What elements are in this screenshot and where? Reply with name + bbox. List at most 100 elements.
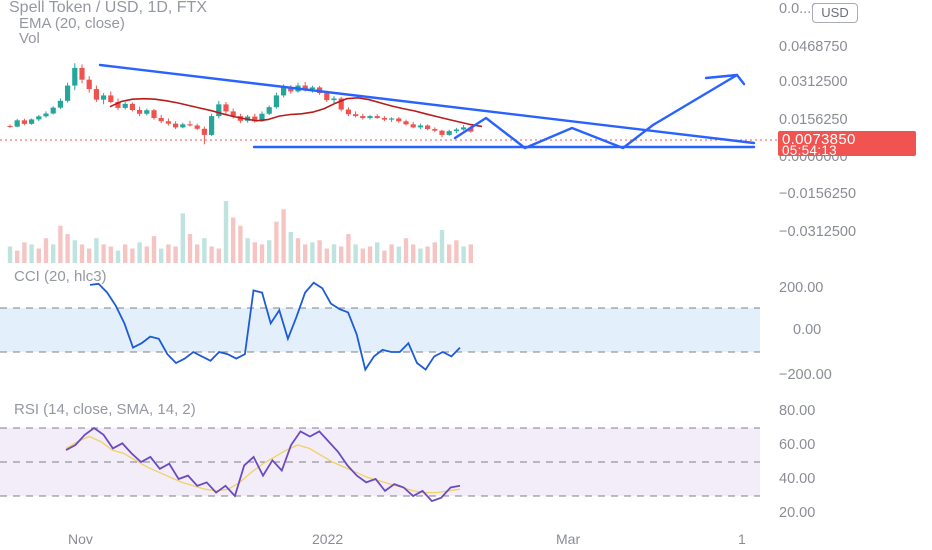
volume-bar <box>22 242 27 263</box>
candle-body <box>216 104 222 117</box>
candle-body <box>223 104 229 112</box>
volume-bar <box>166 244 171 263</box>
candle-body <box>165 121 171 124</box>
candle-body <box>403 121 409 125</box>
projection-path[interactable] <box>453 73 739 150</box>
currency-button[interactable]: USD <box>812 3 858 23</box>
volume-bar <box>231 217 236 263</box>
candle-body <box>144 110 150 114</box>
volume-bar <box>245 238 250 263</box>
candle-body <box>453 129 459 132</box>
cci-tick: 200.00 <box>779 280 823 296</box>
volume-bar <box>51 244 56 263</box>
candle-body <box>57 100 63 108</box>
volume-bar <box>425 246 430 263</box>
candle-body <box>281 87 287 96</box>
volume-bar <box>209 246 214 263</box>
candle-body <box>425 125 431 130</box>
volume-bar <box>108 246 113 263</box>
volume-bar <box>173 246 178 263</box>
rsi-sma-line <box>65 435 461 494</box>
volume-bar <box>339 246 344 263</box>
volume-bar <box>389 244 394 263</box>
rsi-tick: 40.00 <box>779 471 815 487</box>
projection-arrowhead[interactable] <box>704 73 746 86</box>
volume-legend[interactable]: Vol <box>19 30 40 47</box>
candle-body <box>252 116 258 122</box>
cci-legend[interactable]: CCI (20, hlc3) <box>14 268 107 285</box>
volume-bar <box>382 250 387 263</box>
price-tick: −0.0156250 <box>779 186 856 202</box>
candle-body <box>194 125 200 129</box>
candle-body <box>446 131 452 135</box>
volume-bar <box>7 246 13 263</box>
candle-body <box>72 67 78 86</box>
rsi-tick: 60.00 <box>779 437 815 453</box>
candles <box>7 63 474 145</box>
cci-band <box>0 308 760 352</box>
candle-body <box>50 107 56 114</box>
volume-bar <box>144 246 149 263</box>
candle-body <box>353 114 359 117</box>
volume-bar <box>72 240 77 263</box>
candle-body <box>324 93 330 101</box>
price-tick-top: 0.0...0 <box>779 1 819 17</box>
volume-bar <box>303 244 308 263</box>
candle-body <box>209 116 215 135</box>
volume-bar <box>317 240 322 263</box>
candle-body <box>432 129 438 131</box>
volume-bar <box>187 234 193 263</box>
volume-bar <box>252 242 257 263</box>
volume-bars <box>7 201 473 263</box>
candle-body <box>79 67 85 80</box>
candle-body <box>309 87 315 90</box>
x-tick-label: 2022 <box>312 531 343 547</box>
candle-body <box>288 87 294 92</box>
candle-body <box>331 98 337 101</box>
volume-bar <box>432 242 437 263</box>
cci-tick: −200.00 <box>779 367 832 383</box>
candle-body <box>381 117 387 120</box>
volume-bar <box>15 250 20 263</box>
candle-body <box>93 89 99 100</box>
volume-bar <box>396 246 401 263</box>
volume-bar <box>101 244 106 263</box>
candle-body <box>273 95 279 108</box>
candle-body <box>389 118 395 120</box>
candle-body <box>137 109 143 114</box>
symbol-title: Spell Token / USD, 1D, FTX <box>9 0 207 16</box>
candle-body <box>201 128 207 135</box>
candle-body <box>374 116 380 118</box>
candle-body <box>129 103 135 110</box>
volume-bar <box>94 238 99 263</box>
last-price-value: 0.0073850 <box>782 131 856 148</box>
candle-body <box>36 116 42 120</box>
rsi-reference-lines <box>0 427 760 497</box>
candle-body <box>266 107 272 114</box>
candle-body <box>7 125 13 127</box>
volume-bar <box>43 238 49 263</box>
volume-bar <box>238 225 243 263</box>
rsi-legend[interactable]: RSI (14, close, SMA, 14, 2) <box>14 401 196 418</box>
volume-bar <box>137 242 142 263</box>
candle-body <box>367 116 373 118</box>
price-tick: 0.0468750 <box>779 39 848 55</box>
volume-bar <box>346 234 351 263</box>
volume-bar <box>447 244 452 263</box>
volume-bar <box>58 225 63 263</box>
volume-bar <box>281 209 286 263</box>
candle-body <box>21 120 27 124</box>
volume-bar <box>65 234 70 263</box>
candle-body <box>122 103 128 108</box>
price-tick: −0.0312500 <box>779 224 856 240</box>
cci-line <box>89 281 461 372</box>
volume-bar <box>418 248 423 263</box>
trend-drawings[interactable] <box>98 63 756 150</box>
descending-trendline[interactable] <box>98 63 756 145</box>
volume-bar <box>151 236 157 263</box>
volume-bar <box>375 242 380 263</box>
ema-legend[interactable]: EMA (20, close) <box>19 15 125 32</box>
volume-bar <box>411 244 416 263</box>
volume-bar <box>310 242 315 263</box>
